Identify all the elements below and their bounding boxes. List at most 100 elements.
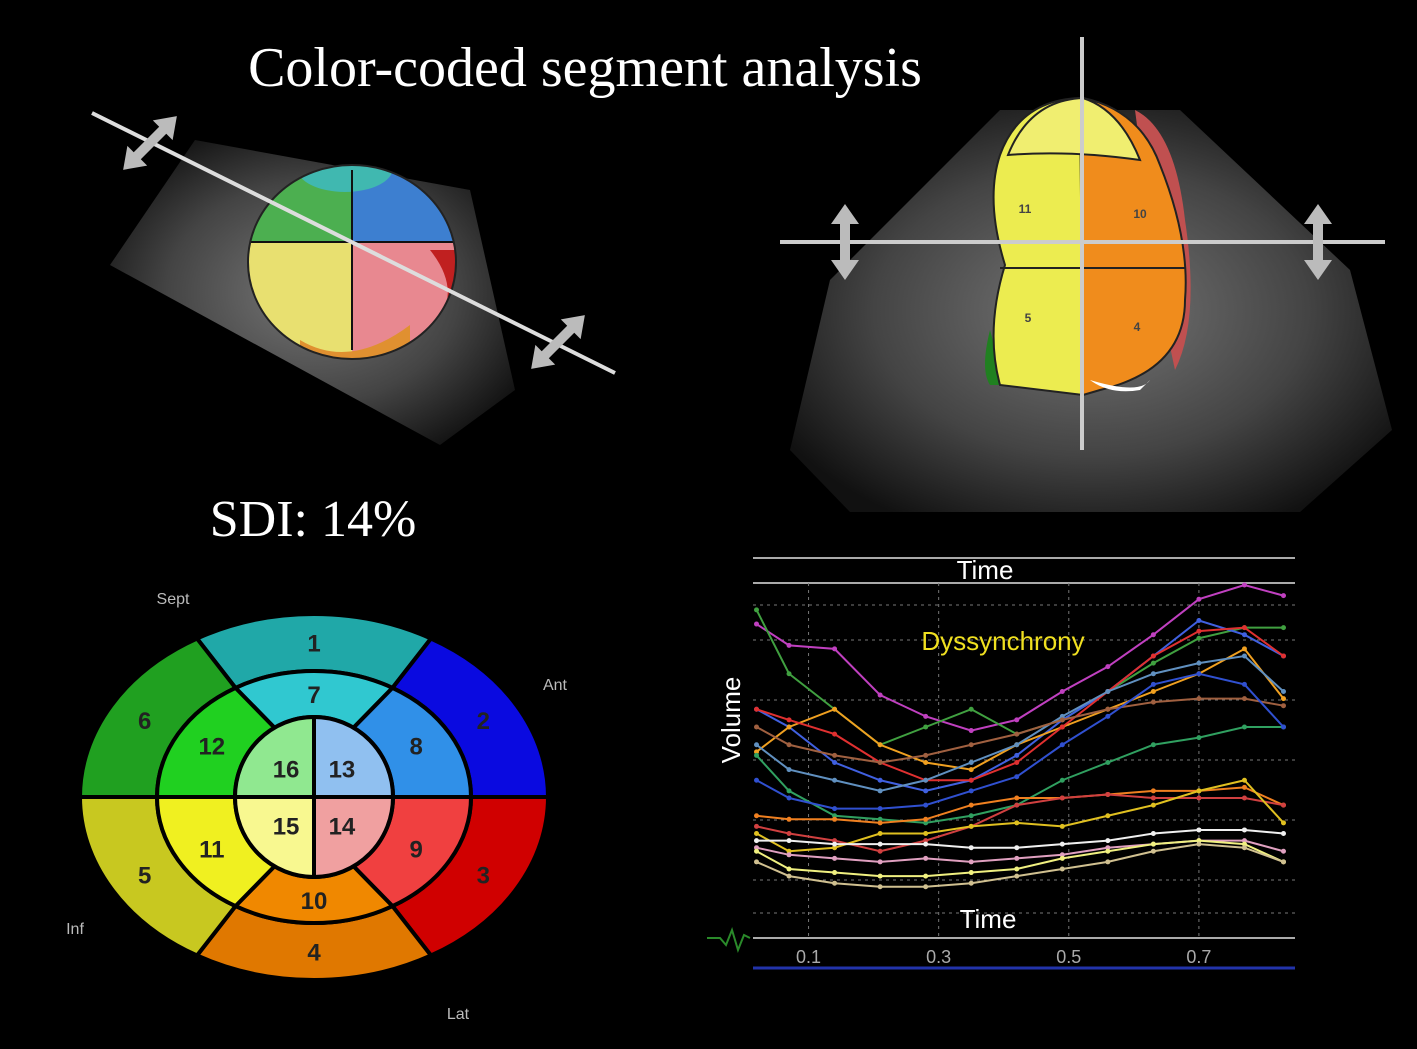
x-label: Time	[960, 904, 1017, 934]
series-point	[923, 884, 929, 890]
segment-label: 1	[307, 631, 320, 658]
series-point	[877, 742, 883, 748]
segment-label: 13	[329, 757, 356, 784]
series-point	[1241, 845, 1247, 851]
series-point	[877, 884, 883, 890]
series-point	[1241, 724, 1247, 730]
echo-label: 4	[1134, 320, 1141, 334]
series-point	[1241, 646, 1247, 652]
series-point	[1014, 855, 1020, 861]
x-tick-label: 0.3	[926, 947, 951, 967]
series-point	[968, 845, 974, 851]
y-label: Volume	[716, 677, 746, 764]
series-point	[786, 866, 792, 872]
series-point	[877, 859, 883, 865]
series-point	[786, 852, 792, 858]
segment-label: 14	[329, 813, 356, 840]
series-point	[786, 724, 792, 730]
series-point	[1014, 820, 1020, 826]
series-point	[1105, 813, 1111, 819]
series-point	[923, 802, 929, 808]
series-point	[1150, 795, 1156, 801]
series-point	[1105, 760, 1111, 765]
segment-label: 11	[199, 837, 224, 864]
segment	[232, 795, 316, 880]
series-point	[754, 607, 760, 613]
series-point	[832, 855, 838, 861]
series-point	[832, 816, 838, 822]
segment-label: 2	[477, 708, 490, 735]
series-point	[754, 813, 760, 819]
direction-label: Lat	[447, 1006, 470, 1023]
series-point	[754, 845, 760, 851]
series-point	[923, 724, 929, 730]
series-point	[1105, 713, 1111, 719]
series-point	[1014, 873, 1020, 879]
series-point	[1105, 845, 1111, 851]
echo-label: 10	[1133, 207, 1147, 221]
series-point	[1241, 841, 1247, 847]
series-point	[754, 724, 760, 730]
series-point	[1014, 752, 1020, 758]
series-point	[1014, 802, 1020, 808]
series-point	[1241, 653, 1247, 659]
series-point	[786, 717, 792, 723]
series-point	[1196, 628, 1202, 634]
series-point	[1014, 795, 1020, 801]
segment-label: 16	[273, 757, 300, 784]
series-point	[968, 802, 974, 808]
series-point	[968, 859, 974, 865]
segment-label: 3	[477, 862, 490, 889]
series-point	[832, 813, 838, 819]
series-point	[968, 706, 974, 712]
series-point	[1150, 802, 1156, 808]
series-point	[1280, 696, 1286, 702]
series-point	[1014, 742, 1020, 748]
series-point	[968, 742, 974, 748]
series-point	[1150, 699, 1156, 705]
series-point	[877, 760, 883, 765]
series-point	[1014, 845, 1020, 851]
series-point	[1014, 731, 1020, 737]
series-point	[1196, 795, 1202, 801]
series-point	[923, 760, 929, 765]
series-point	[1280, 859, 1286, 865]
series-point	[1196, 635, 1202, 641]
series-point	[1150, 841, 1156, 847]
series-point	[923, 820, 929, 826]
series-point	[832, 845, 838, 851]
series-point	[832, 777, 838, 783]
series-point	[832, 706, 838, 712]
segment-label: 15	[273, 813, 300, 840]
series-point	[786, 795, 792, 801]
series-point	[1280, 703, 1286, 709]
series-point	[832, 880, 838, 886]
series-point	[832, 806, 838, 812]
series-point	[923, 855, 929, 861]
series-point	[923, 816, 929, 822]
short-axis-echo	[91, 111, 616, 445]
series-point	[754, 706, 760, 712]
series-point	[1196, 696, 1202, 702]
series-point	[877, 873, 883, 879]
series-point	[1196, 827, 1202, 833]
series-point	[923, 831, 929, 836]
series-point	[832, 752, 838, 758]
series-point	[1241, 838, 1247, 844]
x-tick-label: 0.5	[1056, 947, 1081, 967]
series-point	[1150, 788, 1156, 794]
series-point	[1280, 802, 1286, 808]
series-point	[877, 820, 883, 826]
segment	[232, 714, 316, 799]
series-point	[1241, 827, 1247, 833]
series-point	[968, 870, 974, 876]
series-point	[1059, 866, 1065, 872]
series-point	[877, 777, 883, 783]
segment-label: 7	[307, 682, 320, 709]
series-point	[923, 841, 929, 847]
series-point	[1280, 593, 1286, 599]
series-point	[1241, 632, 1247, 638]
series-point	[877, 848, 883, 854]
series-point	[1150, 689, 1156, 694]
series-point	[832, 841, 838, 847]
